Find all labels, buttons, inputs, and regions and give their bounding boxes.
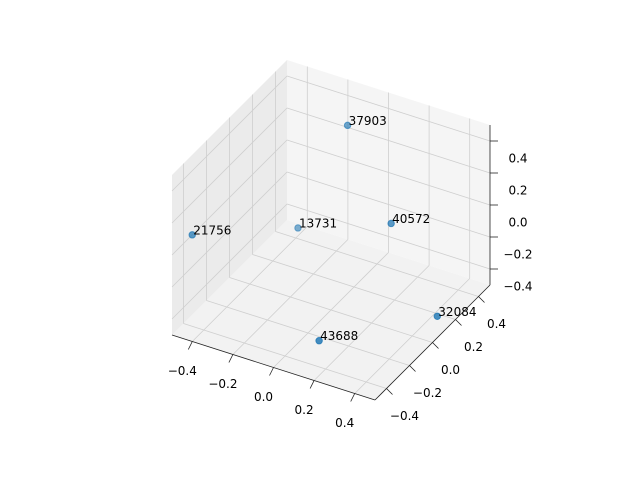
grid-line — [171, 203, 288, 320]
tick-mark — [386, 388, 393, 395]
point-label: 21756 — [193, 223, 231, 237]
tick-mark — [187, 341, 193, 350]
grid-line — [206, 300, 410, 366]
tick-mark — [409, 365, 416, 372]
grid-line — [183, 323, 387, 389]
point — [433, 312, 441, 320]
y-tick-label: −0.4 — [390, 409, 419, 423]
grid-line — [286, 171, 491, 238]
tick-mark — [478, 296, 485, 303]
grid-line — [286, 203, 491, 270]
tick-mark — [432, 342, 439, 349]
z-tick-label: 0.4 — [508, 152, 527, 166]
y-tick-label: 0.2 — [464, 340, 483, 354]
grid-line — [171, 171, 288, 288]
z-tick-label: −0.4 — [503, 280, 532, 294]
point — [188, 231, 196, 239]
tick-mark — [228, 354, 234, 363]
y-tick-label: 0.0 — [441, 363, 460, 377]
point-label: 13731 — [299, 216, 337, 230]
point-label: 43688 — [320, 329, 358, 343]
x-tick-label: 0.2 — [295, 403, 314, 417]
x-tick-label: 0.4 — [335, 416, 354, 430]
point — [294, 224, 302, 232]
y-tick-label: −0.2 — [413, 386, 442, 400]
grid-line — [171, 75, 288, 192]
z-tick-label: 0.2 — [508, 184, 527, 198]
point — [315, 337, 323, 345]
x-tick-label: 0.0 — [254, 390, 273, 404]
x-tick-label: −0.4 — [168, 364, 197, 378]
grid-line — [252, 254, 456, 320]
grid-line — [286, 139, 491, 206]
grid-line — [286, 75, 491, 142]
grid-line — [286, 107, 491, 174]
point-label: 40572 — [392, 212, 430, 226]
tick-mark — [350, 393, 356, 402]
tick-mark — [455, 319, 462, 326]
point-label: 37903 — [349, 114, 387, 128]
x-tick-label: −0.2 — [208, 377, 237, 391]
point-label: 32084 — [438, 305, 476, 319]
z-tick-label: −0.2 — [503, 248, 532, 262]
grid-line — [229, 277, 433, 343]
point — [343, 121, 352, 130]
point — [387, 219, 395, 228]
tick-mark — [269, 367, 274, 376]
tick-mark — [309, 380, 315, 389]
z-tick-label: 0.0 — [508, 216, 527, 230]
grid-line — [171, 107, 288, 224]
y-tick-label: 0.4 — [487, 317, 506, 331]
grid-line — [275, 231, 479, 297]
